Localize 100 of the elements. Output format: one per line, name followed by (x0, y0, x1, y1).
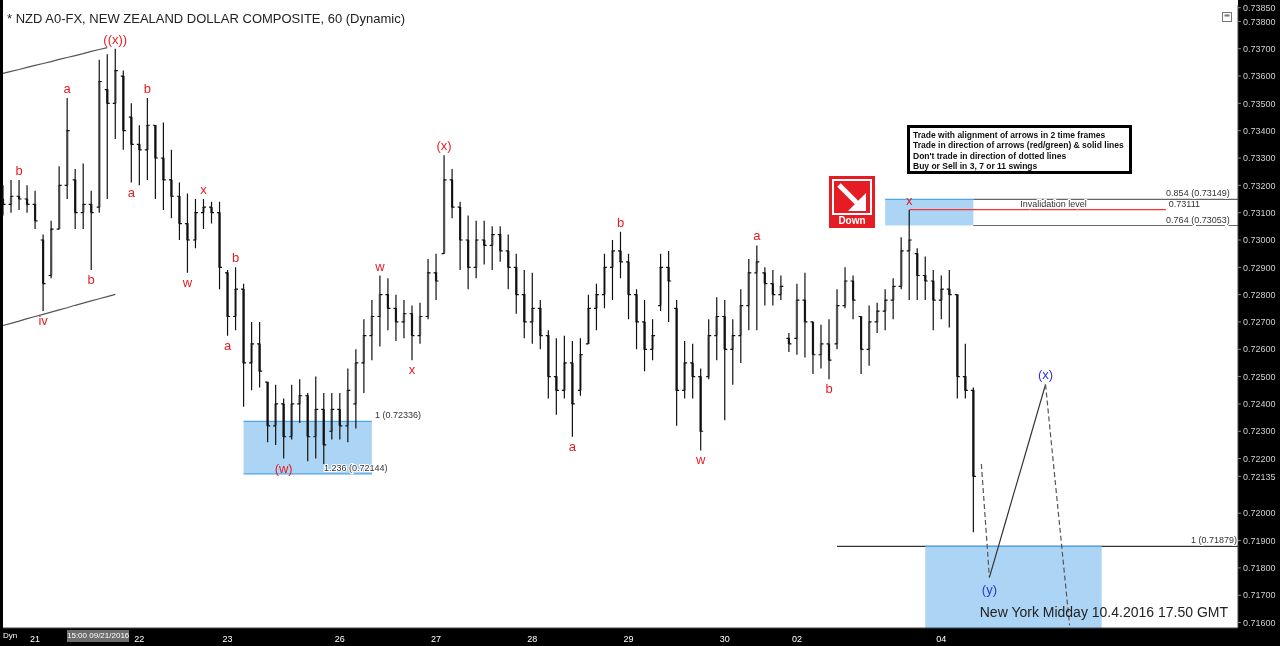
y-tick-label: 0.73000 (1243, 235, 1276, 246)
data-label: 0.764 (0.73053) (1166, 214, 1230, 225)
y-tick-label: 0.73200 (1243, 180, 1276, 191)
x-tick-label: 21 (30, 634, 41, 645)
data-label: Invalidation level (1020, 198, 1087, 209)
text: a (568, 438, 576, 454)
y-tick-label: 0.73100 (1243, 207, 1276, 218)
x-tick-label: 29 (623, 634, 634, 645)
x-tick-label: 23 (222, 634, 233, 645)
text: a (63, 80, 71, 96)
text: w (375, 258, 385, 274)
candlestick (378, 274, 382, 348)
line-series (988, 383, 1047, 579)
candlestick (787, 332, 791, 353)
text: b (825, 381, 833, 397)
text: b (616, 214, 625, 230)
candlestick (25, 184, 29, 214)
y-tick-label: 0.72700 (1243, 317, 1276, 328)
candlestick (843, 266, 847, 309)
candlestick (819, 324, 823, 370)
annotation: New York Midday 10.4.2016 17.50 GMT (979, 603, 1229, 620)
y-tick-label: 0.72300 (1243, 426, 1276, 437)
x-tick-label: 04 (936, 634, 947, 645)
candlestick (827, 318, 831, 380)
y-tick-label: 0.71700 (1243, 590, 1276, 601)
text: (x) (436, 138, 452, 154)
candlestick (33, 190, 37, 230)
line-series (2, 47, 108, 74)
data-label: 1 (0.71879) (1190, 535, 1237, 546)
y-tick-label: 0.73850 (1243, 2, 1276, 13)
candlestick (811, 321, 815, 375)
y-tick-label: 0.71800 (1243, 563, 1276, 574)
text: (w) (274, 460, 293, 476)
x-tick-label: 28 (527, 634, 538, 645)
candlestick (859, 315, 863, 375)
candlestick (450, 168, 454, 219)
candlestick (442, 154, 446, 255)
text: b (231, 250, 240, 266)
text: b (87, 272, 95, 288)
text: iv (38, 313, 48, 329)
candlestick (795, 283, 799, 356)
candlestick (394, 294, 398, 342)
candlestick (386, 277, 390, 331)
y-tick-label: 0.72500 (1243, 371, 1276, 382)
candlestick (402, 299, 406, 339)
text: x (200, 182, 207, 197)
candlestick (17, 179, 21, 211)
y-tick-label: 0.72800 (1243, 289, 1276, 300)
data-label: 0.73111 (1168, 198, 1201, 209)
text: a (753, 228, 761, 244)
candlestick (851, 274, 855, 320)
text: w (182, 274, 193, 290)
y-tick-label: 0.73700 (1243, 43, 1276, 54)
annotation: Trade with alignment of arrows in 2 time frames (913, 130, 1107, 141)
text: * NZD A0-FX, NEW ZEALAND DOLLAR COMPOSITE, 60 (Dynamic) (7, 11, 406, 27)
text: x (905, 192, 913, 208)
text: a (223, 337, 232, 353)
annotation: Down (837, 215, 867, 227)
data-label: 1.236 (0.72144) (324, 462, 388, 473)
y-tick-label: 0.72900 (1243, 262, 1276, 273)
y-tick-label: 0.73600 (1243, 71, 1276, 82)
line-series (2, 293, 116, 327)
text: a (127, 184, 135, 200)
y-tick-label: 0.72135 (1243, 471, 1276, 482)
y-tick-label: 0.73400 (1243, 125, 1276, 136)
candlestick (9, 179, 13, 214)
candlestick (835, 288, 839, 350)
y-tick-label: 0.73800 (1243, 16, 1276, 27)
annotation: Trade in direction of arrows (red/green) & solid lines (913, 140, 1125, 151)
text: b (143, 80, 151, 96)
x-tick-label: 26 (334, 634, 345, 645)
y-tick-label: 0.72000 (1243, 508, 1276, 519)
x-tick-label: 02 (791, 634, 802, 645)
annotation: Buy or Sell in 3, 7 or 11 swings (913, 160, 1039, 172)
annotation: Don't trade in direction of dotted lines (913, 150, 1068, 161)
y-tick-label: 0.73300 (1243, 153, 1276, 164)
y-tick-label: 0.73500 (1243, 98, 1276, 109)
data-label: 1 (0.72336) (374, 410, 421, 421)
candlestick (426, 258, 430, 320)
y-tick-label: 0.72600 (1243, 344, 1276, 355)
y-tick-label: 0.72200 (1243, 453, 1276, 464)
text: ((x)) (103, 31, 128, 47)
y-tick-label: 0.71600 (1243, 617, 1276, 628)
y-tick-label: 0.71900 (1243, 535, 1276, 546)
candlestick (418, 302, 422, 345)
data-label: (x) (1037, 366, 1054, 382)
text: x (408, 362, 416, 378)
text: w (696, 452, 706, 468)
y-tick-label: 0.72400 (1243, 399, 1276, 410)
data-label: 0.854 (0.73149) (1166, 188, 1230, 199)
candlestick (1, 184, 5, 216)
text: 15:00 09/21/2016 (67, 630, 130, 642)
text: Dyn (3, 630, 18, 642)
text: b (15, 162, 23, 178)
candlestick (434, 253, 438, 301)
x-tick-label: 30 (719, 634, 730, 645)
candlestick (803, 272, 807, 359)
x-tick-label: 27 (431, 634, 442, 645)
candlestick (410, 304, 414, 361)
x-tick-label: 22 (134, 634, 145, 645)
